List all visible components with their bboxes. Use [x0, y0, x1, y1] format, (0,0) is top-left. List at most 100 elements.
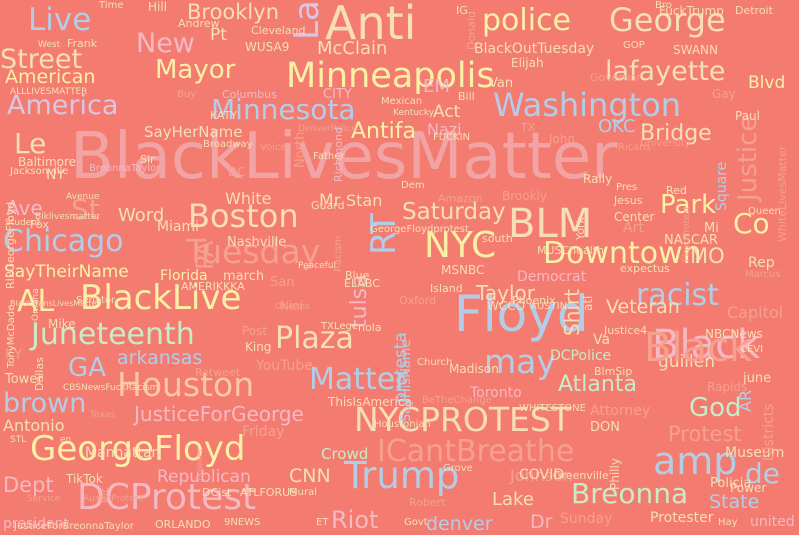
cloud-word: Breonna	[571, 477, 689, 510]
cloud-word: North	[293, 131, 308, 168]
cloud-word: Baltimore	[18, 155, 77, 169]
cloud-word: America	[7, 90, 119, 121]
cloud-word: NY	[46, 167, 66, 183]
cloud-word: Detroit	[735, 4, 773, 17]
cloud-word: Democrat	[517, 269, 587, 285]
cloud-word: Govt	[404, 517, 428, 528]
cloud-word: Red	[666, 184, 687, 197]
cloud-word: CEVI	[740, 344, 764, 355]
cloud-word: Brookly	[502, 189, 547, 203]
cloud-word: FuckTrump	[659, 4, 724, 18]
cloud-word: arkansas	[117, 347, 203, 369]
cloud-word: Black	[652, 322, 761, 368]
cloud-word: Robert	[409, 496, 446, 509]
cloud-word: San	[270, 275, 295, 290]
cloud-word: MUSChealth	[537, 244, 605, 257]
cloud-word: Greenville	[553, 469, 609, 482]
cloud-word: Shirt	[560, 289, 584, 336]
cloud-word: ELABC	[344, 277, 380, 290]
cloud-word: Veteran	[606, 296, 680, 318]
cloud-word: Kentucky	[393, 108, 435, 118]
cloud-word: Jacksonville	[10, 166, 69, 177]
cloud-word: NBCNews	[705, 327, 763, 341]
cloud-word: Republican	[157, 467, 251, 487]
cloud-word: Rally	[583, 172, 613, 186]
cloud-word: Bridge	[640, 121, 712, 146]
cloud-word: guillen	[658, 352, 715, 372]
cloud-word: DCProtest	[77, 477, 257, 518]
cloud-word: Father	[313, 151, 345, 162]
cloud-word: Anti	[325, 0, 417, 50]
cloud-word: TX	[521, 121, 536, 134]
cloud-word: Nini	[280, 299, 304, 313]
cloud-word: Bro	[655, 0, 672, 11]
cloud-word: George	[609, 1, 726, 39]
cloud-word: Governor	[590, 71, 642, 84]
cloud-word: SayTheirName	[4, 262, 129, 282]
cloud-word: Capitol	[727, 303, 784, 322]
cloud-word: president	[3, 516, 69, 532]
cloud-word: Co	[733, 207, 770, 240]
cloud-word: Center	[614, 210, 655, 224]
cloud-word: Floyd	[454, 285, 589, 343]
cloud-word: University	[640, 138, 691, 149]
cloud-word: YouTube	[256, 358, 313, 374]
cloud-word: KY	[5, 347, 23, 363]
cloud-word: PA	[191, 240, 219, 270]
cloud-word: Jesus	[614, 194, 643, 207]
cloud-word: Street	[0, 44, 83, 75]
cloud-word: brown	[3, 388, 87, 419]
cloud-word: Marcus	[745, 269, 781, 280]
cloud-word: atl	[581, 295, 595, 311]
cloud-word: Bill	[458, 90, 475, 103]
cloud-word: Lake	[492, 489, 534, 510]
cloud-word: Texas	[90, 410, 115, 420]
cloud-word: IG	[456, 4, 468, 17]
cloud-word: TXLege	[321, 321, 359, 332]
cloud-word: Frank	[67, 37, 98, 50]
cloud-word: Service	[27, 494, 61, 504]
cloud-word: BlackTransLivesMatter	[10, 299, 100, 308]
cloud-word: Matter	[309, 362, 408, 397]
cloud-word: Dr	[530, 511, 553, 533]
cloud-word: united	[750, 514, 795, 530]
cloud-word: en	[60, 435, 72, 445]
cloud-word: lafayette	[605, 56, 726, 87]
cloud-word: ALLLIVESMATTER	[10, 87, 88, 97]
cloud-word: Antifa	[351, 119, 416, 144]
cloud-word: Va	[593, 332, 611, 348]
cloud-word: God	[689, 393, 742, 423]
cloud-word: Andrew	[178, 17, 220, 30]
cloud-word: AR	[736, 389, 755, 412]
cloud-word: Mayor	[155, 55, 236, 85]
cloud-word: Voice	[260, 142, 287, 153]
cloud-word: Justice	[733, 115, 763, 201]
cloud-word: TikTok	[66, 472, 103, 486]
cloud-word: Toronto	[470, 385, 522, 401]
cloud-word: SayHerName	[144, 123, 243, 141]
cloud-word: Guard	[311, 199, 345, 212]
cloud-word: ATLFORUS	[240, 486, 298, 499]
cloud-word: Art	[623, 220, 644, 236]
cloud-word: Minnesota	[211, 93, 356, 126]
cloud-word: Student	[5, 218, 41, 228]
cloud-word: Mr	[319, 191, 341, 211]
cloud-word: DC	[228, 165, 246, 179]
cloud-word: BreonnaTaylor	[89, 163, 161, 174]
cloud-word: Ave	[6, 196, 43, 220]
cloud-word: St	[71, 193, 100, 226]
cloud-word: DON	[590, 420, 620, 435]
cloud-word: Blue	[345, 269, 370, 282]
cloud-word: Madison	[449, 362, 499, 376]
cloud-word: june	[743, 371, 772, 386]
cloud-word: Protester	[650, 510, 714, 526]
cloud-word: Word	[118, 205, 165, 226]
cloud-word: Boston	[188, 197, 299, 235]
cloud-word: Biklivesmatter	[35, 212, 101, 222]
cloud-word: Van	[489, 76, 514, 91]
cloud-word: GOP	[623, 40, 645, 51]
cloud-word: John	[549, 132, 576, 146]
cloud-word: Tower	[5, 372, 43, 387]
cloud-word: amp	[653, 439, 738, 483]
cloud-word: Florida	[160, 268, 208, 284]
